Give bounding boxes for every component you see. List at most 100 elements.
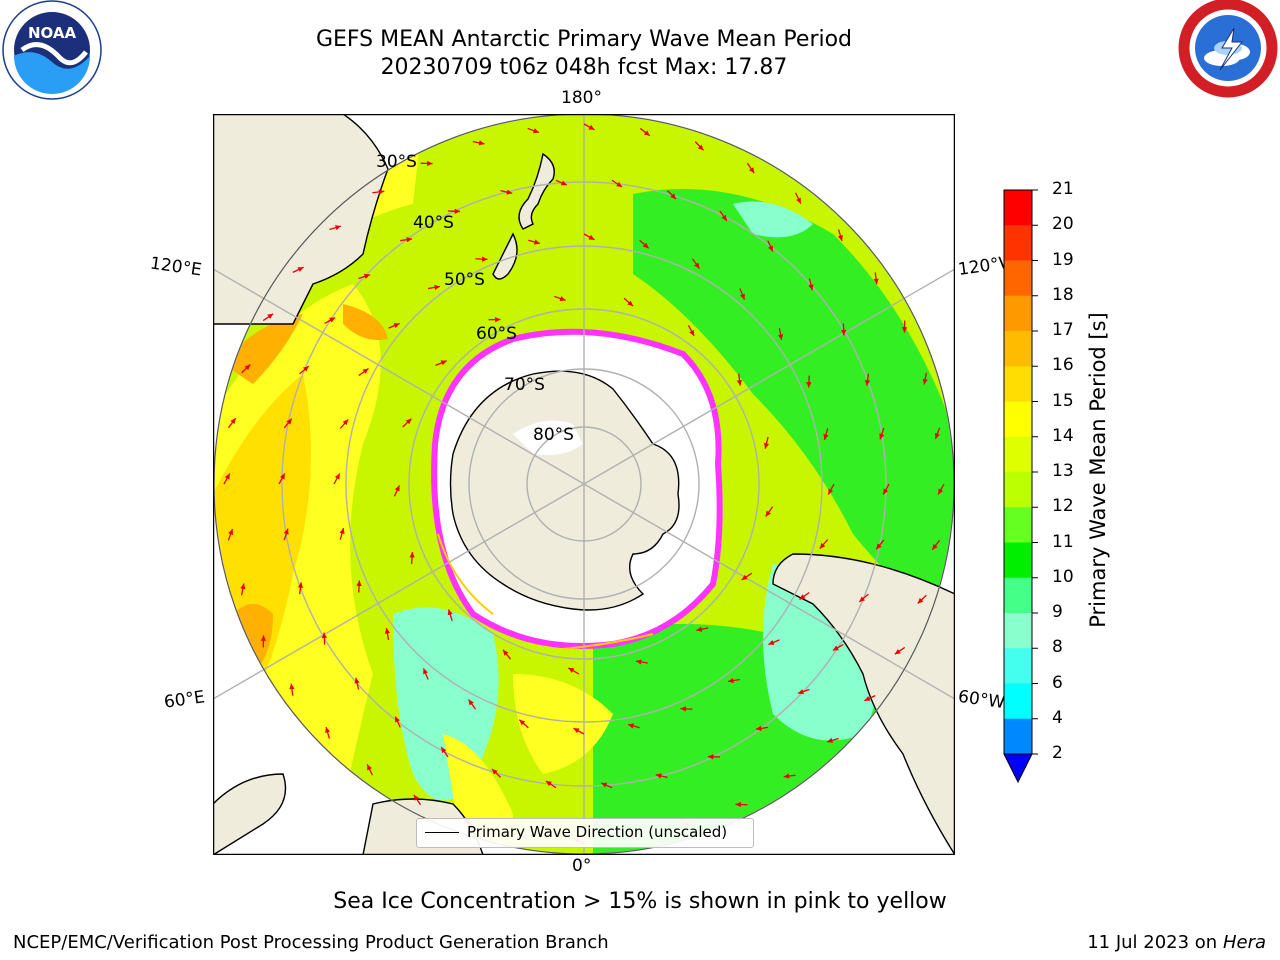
wave-arrow-head [289,683,295,690]
colorbar-segment [1004,331,1032,367]
lon-label-180: 180° [561,88,602,108]
lon-label-60e: 60°E [162,687,207,713]
colorbar-segment [1004,190,1032,226]
wave-arrow-head [519,719,526,726]
wave-arrow-head [447,609,453,616]
wave-arrow-head [917,597,924,604]
wave-arrow-head [406,237,413,243]
colorbar-tick-label: 19 [1052,249,1074,270]
wave-arrow-head [354,677,360,684]
wave-arrow-head [934,433,940,439]
wave-arrow-head [468,699,474,706]
wave-arrow-head [655,773,662,779]
wave-arrow-head [297,582,304,588]
wave-arrow-head [454,208,461,214]
colorbar [998,186,1038,786]
wave-arrow-head [325,727,331,733]
lat-label-30s: 30°S [376,152,417,172]
wave-arrow-head [545,780,552,787]
colorbar-tick-label: 15 [1052,390,1074,411]
noaa-logo-text: NOAA [28,24,77,42]
wave-arrow-head [879,433,885,440]
wave-arrow-head [302,366,309,372]
wave-arrow-head [832,645,839,651]
wave-arrow-head [363,273,370,279]
wave-arrow-head [728,678,734,684]
wave-arrow-head [707,754,714,760]
wave-arrow-head [601,782,608,788]
wave-arrow-head [286,418,292,425]
wave-arrow-head [335,225,341,231]
colorbar-segment [1004,436,1032,473]
chart-subtitle: 20230709 t06z 048h fcst Max: 17.87 [380,55,788,80]
colorbar-tick-label: 20 [1052,214,1074,235]
wave-arrow-head [628,723,634,729]
wave-period-map [212,113,956,858]
wave-arrow-head [823,434,829,440]
colorbar-segment [1004,401,1032,438]
wave-arrow-head [441,747,447,754]
wave-arrow-head [864,380,871,386]
colorbar-tick-label: 2 [1052,743,1063,763]
wave-arrow-head [864,696,871,701]
colorbar-graphic [1003,189,1038,784]
wave-arrow-head [224,473,230,480]
wave-arrow-head [560,180,567,186]
wave-direction-arrows [223,123,945,845]
wave-arrow-head [228,529,234,535]
wave-arrow-head [427,160,433,167]
colorbar-segment [1004,472,1032,508]
colorbar-tick-label: 14 [1052,425,1074,446]
wave-arrow-head [534,239,540,245]
wave-arrow-head [573,728,580,734]
wave-arrow-head [763,442,770,449]
colorbar-segment [1004,648,1032,684]
colorbar-tick-label: 8 [1052,637,1063,658]
wave-arrow-head [559,296,566,302]
wave-arrow-head [362,368,369,374]
colorbar-segment [1004,366,1032,402]
wave-arrow-head [768,640,775,645]
nws-logo-icon [1178,0,1278,100]
wave-arrow-head [627,300,634,307]
wave-arrow-head [413,794,419,801]
wave-arrow-head [696,626,703,632]
wave-arrow-head [873,278,879,285]
wave-arrow-head [922,378,928,385]
wave-arrow-head [883,488,889,495]
wave-arrow-head [395,716,400,723]
wave-arrow-head [778,334,784,340]
legend-line-icon [425,832,459,833]
wave-arrow-head [796,197,801,204]
wave-arrow-head [434,284,440,290]
colorbar-segment [1004,507,1032,543]
wave-arrow-head [697,144,704,151]
wave-arrow-head [749,167,755,174]
wave-arrow-head [440,360,447,366]
lon-label-120e: 120°E [148,253,203,281]
colorbar-tick-label: 21 [1052,179,1074,199]
lat-label-80s: 80°S [533,425,574,445]
date-text: 11 Jul 2023 [1087,932,1190,953]
host-text: Hera [1222,932,1266,953]
wave-arrow-head [339,528,345,534]
colorbar-segment [1004,260,1032,297]
colorbar-tick-label: 10 [1052,566,1074,587]
colorbar-segment [1004,613,1032,649]
wave-arrow-head [938,488,944,495]
wave-arrow-head [827,737,833,743]
colorbar-tick-label: 12 [1052,496,1074,517]
noaa-logo-icon: NOAA [0,0,104,104]
wave-arrow-head [643,130,650,136]
wave-arrow-head [297,267,304,272]
lat-label-60s: 60°S [476,324,517,344]
wave-arrow-head [384,628,390,634]
wave-arrow-head [405,418,412,425]
colorbar-extend-triangle [1003,753,1033,784]
lon-label-0: 0° [572,856,592,876]
colorbar-segment [1004,542,1032,579]
on-text: on [1194,932,1218,953]
map-legend: Primary Wave Direction (unscaled) [416,818,754,848]
lat-label-50s: 50°S [444,270,485,290]
colorbar-tick-label: 9 [1052,602,1063,622]
